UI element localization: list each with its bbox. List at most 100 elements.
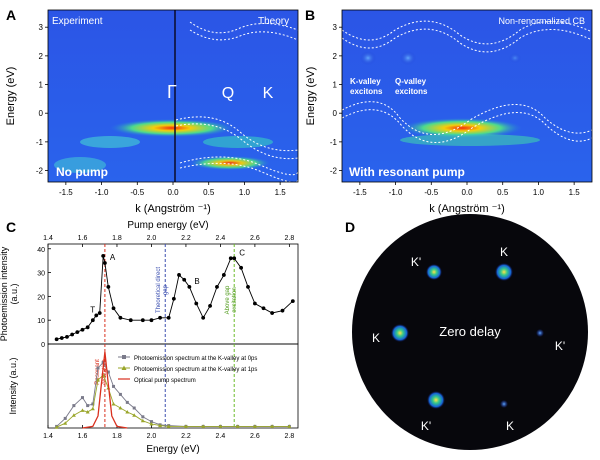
panel-a-caption: No pump: [56, 165, 108, 179]
y-tick-label: 10: [37, 318, 45, 325]
data-point: [75, 330, 80, 334]
data-point: [85, 325, 90, 330]
panel-a-ylabel: Energy (eV): [5, 67, 17, 126]
data-point: [270, 311, 275, 315]
x-tick-label: 2.8: [285, 433, 295, 440]
y-tick-label: 2: [333, 52, 338, 61]
y-tick-label: -2: [330, 167, 338, 176]
x-tick-label: 1.5: [569, 188, 581, 197]
annotation-theoretical-gap: Theoretical directgap: [156, 267, 169, 313]
data-point: [166, 315, 171, 320]
panel-b: B Non-renormalized CB K-valley excitons Q…: [305, 7, 593, 215]
series-marker: [91, 402, 95, 406]
series-marker: [90, 406, 95, 411]
panel-b-caption: With resonant pump: [349, 165, 465, 179]
valley-spot: [426, 264, 442, 280]
data-point: [70, 332, 75, 337]
panel-d-letter: D: [345, 219, 355, 235]
data-point: [59, 336, 64, 340]
top-x-tick-label: 1.4: [43, 235, 53, 242]
data-point: [128, 318, 133, 323]
data-point: [65, 334, 69, 339]
legend-1ps: Photoemission spectrum at the K-valley a…: [134, 367, 257, 373]
top-x-tick-label: 2.2: [181, 235, 191, 242]
data-point: [215, 284, 219, 289]
series-marker: [287, 424, 292, 428]
data-point: [290, 299, 295, 304]
panel-b-ylabel: Energy (eV): [305, 67, 317, 126]
series-marker: [149, 422, 154, 426]
series-marker: [252, 424, 257, 428]
data-point: [232, 256, 237, 261]
panel-a-gamma-label: Γ: [167, 82, 177, 102]
series-marker: [85, 410, 90, 414]
panel-b-k-exciton-label: K-valley excitons: [350, 77, 383, 96]
top-x-tick-label: 2.6: [250, 235, 260, 242]
series-marker: [63, 416, 67, 420]
data-point: [194, 301, 199, 306]
series-marker: [183, 424, 188, 428]
panel-a-q-label: Q: [222, 85, 234, 102]
y-tick-label: 0: [333, 109, 338, 118]
series-marker: [149, 420, 153, 424]
series-marker: [158, 423, 163, 428]
panel-a-experiment-label: Experiment: [52, 16, 103, 27]
data-point: [171, 296, 176, 301]
data-point: [261, 306, 266, 311]
data-point: [228, 256, 233, 261]
panel-c-top-xlabel: Pump energy (eV): [127, 220, 208, 231]
data-point: [54, 337, 59, 342]
x-tick-label: 1.0: [533, 188, 545, 197]
valley-label: K': [421, 419, 431, 433]
data-point: [149, 318, 154, 323]
panel-c-legend: Photoemission spectrum at the K-valley a…: [118, 355, 257, 384]
series-marker: [86, 404, 90, 408]
y-tick-label: -2: [36, 167, 44, 176]
x-tick-label: -0.5: [424, 188, 438, 197]
y-tick-label: 2: [39, 52, 44, 61]
panel-c-ylabel-bottom: Intensity (a.u.): [8, 357, 18, 414]
top-x-tick-label: 1.6: [78, 235, 88, 242]
series-marker: [112, 384, 116, 388]
data-point: [102, 261, 107, 265]
panel-c-bottom-frame: [47, 343, 299, 429]
peak-label: A: [110, 253, 116, 262]
panel-a-bands: [54, 119, 273, 173]
series-marker: [218, 424, 223, 428]
panel-b-xlabel: k (Angström ⁻¹): [429, 203, 504, 215]
y-tick-label: 1: [333, 81, 338, 90]
y-tick-label: 3: [333, 23, 338, 32]
panel-a-letter: A: [6, 7, 16, 23]
top-x-tick-label: 1.8: [112, 235, 122, 242]
x-tick-label: 2.4: [216, 433, 226, 440]
data-point: [90, 318, 95, 323]
series-marker: [141, 415, 145, 419]
data-point: [182, 277, 187, 282]
panel-a-plot-area: [48, 10, 298, 182]
x-tick-label: -1.0: [389, 188, 403, 197]
peak-label: C: [239, 248, 245, 257]
panel-a-xlabel: k (Angström ⁻¹): [135, 203, 210, 215]
data-point: [80, 327, 85, 332]
data-point: [221, 273, 226, 277]
panel-c-plots: Theoretical directgap Above gapexcitation…: [54, 244, 295, 429]
panel-a-k-label: K: [263, 85, 274, 102]
valley-spot: [427, 391, 445, 409]
x-tick-label: -1.5: [59, 188, 73, 197]
x-tick-label: 2.0: [147, 433, 157, 440]
y-tick-label: 3: [39, 23, 44, 32]
series-marker: [80, 396, 84, 400]
valley-spot: [500, 400, 508, 408]
legend-pump: Optical pump spectrum: [134, 378, 196, 384]
valley-spot: [495, 263, 513, 281]
y-tick-label: 0: [41, 342, 45, 349]
valley-spot: [536, 329, 544, 337]
data-point: [246, 284, 250, 289]
panel-b-theory-lines: [342, 20, 592, 143]
x-tick-label: 1.0: [239, 188, 251, 197]
series-marker: [118, 406, 123, 410]
series-marker: [106, 370, 110, 374]
data-point: [158, 315, 162, 320]
